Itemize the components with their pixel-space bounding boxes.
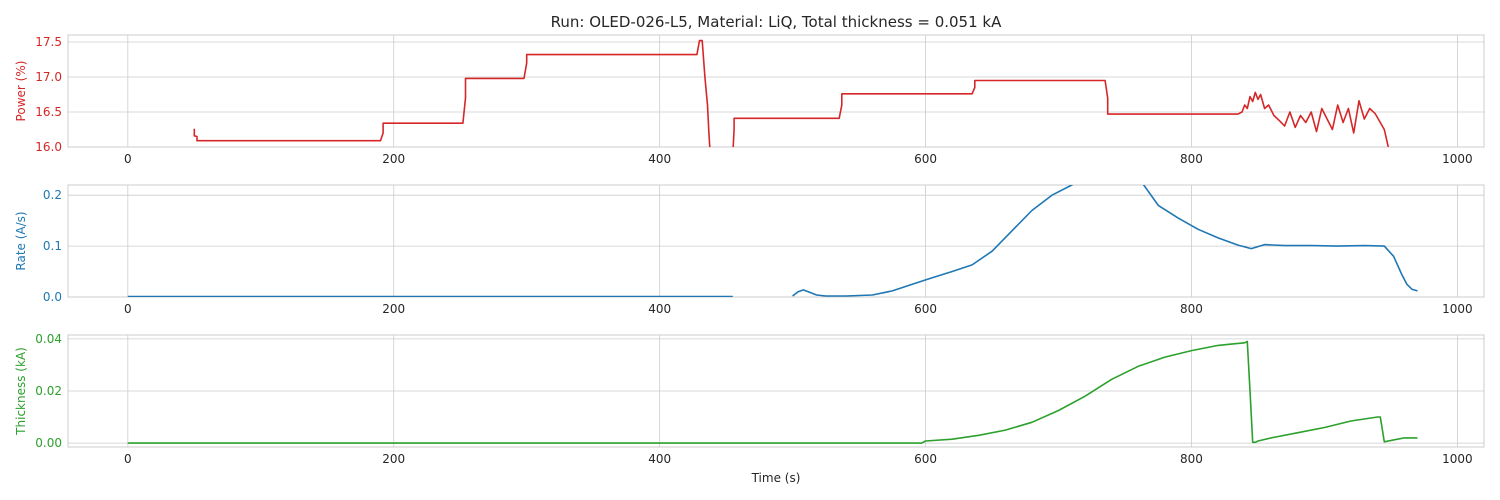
rate-y-tick-label: 0.2 xyxy=(43,188,62,202)
rate-y-tick-label: 0.1 xyxy=(43,239,62,253)
power-y-tick-label: 16.0 xyxy=(35,140,62,154)
thickness-x-tick-label: 1000 xyxy=(1442,452,1473,466)
thickness-x-tick-label: 0 xyxy=(124,452,132,466)
x-axis-label: Time (s) xyxy=(751,471,801,485)
rate-x-tick-label: 1000 xyxy=(1442,302,1473,316)
power-x-tick-label: 1000 xyxy=(1442,152,1473,166)
thickness-x-tick-label: 800 xyxy=(1180,452,1203,466)
thickness-y-tick-label: 0.04 xyxy=(35,332,62,346)
rate-panel: 0 200 400 600 800 1000 0.0 0.1 0.2 Rate (A/s) xyxy=(14,184,1485,316)
thickness-axes-frame xyxy=(67,334,1485,448)
thickness-x-tick-label: 600 xyxy=(914,452,937,466)
thickness-panel: 0 200 400 600 800 1000 0.00 0.02 0.04 Thickness (… xyxy=(14,332,1485,466)
rate-x-tick-label: 600 xyxy=(914,302,937,316)
power-y-axis-label: Power (%) xyxy=(14,61,28,122)
chart-title: Run: OLED-026-L5, Material: LiQ, Total t… xyxy=(551,13,1002,31)
rate-y-axis-label: Rate (A/s) xyxy=(14,211,28,270)
rate-x-tick-label: 200 xyxy=(382,302,405,316)
thickness-x-tick-label: 400 xyxy=(648,452,671,466)
rate-x-tick-label: 800 xyxy=(1180,302,1203,316)
power-panel: 0 200 400 600 800 1000 16.0 16.5 17.0 17.5 Power (… xyxy=(14,34,1485,166)
power-x-tick-label: 800 xyxy=(1180,152,1203,166)
power-x-tick-label: 200 xyxy=(382,152,405,166)
power-x-tick-label: 0 xyxy=(124,152,132,166)
rate-axes-frame xyxy=(67,184,1485,298)
power-x-tick-label: 400 xyxy=(648,152,671,166)
rate-x-tick-label: 400 xyxy=(648,302,671,316)
rate-series-line-2 xyxy=(792,185,1418,297)
rate-x-tick-label: 0 xyxy=(124,302,132,316)
thickness-x-tick-label: 200 xyxy=(382,452,405,466)
power-series-line-2 xyxy=(732,79,1390,147)
power-series-line-1 xyxy=(193,39,711,147)
thickness-y-tick-label: 0.00 xyxy=(35,436,62,450)
thickness-y-axis-label: Thickness (kA) xyxy=(14,347,28,436)
thickness-series-line-1 xyxy=(127,340,1418,444)
power-x-tick-label: 600 xyxy=(914,152,937,166)
thickness-y-tick-label: 0.02 xyxy=(35,384,62,398)
power-y-tick-label: 17.5 xyxy=(35,35,62,49)
power-axes-frame xyxy=(67,34,1485,148)
power-y-tick-label: 17.0 xyxy=(35,70,62,84)
rate-y-tick-label: 0.0 xyxy=(43,290,62,304)
power-y-tick-label: 16.5 xyxy=(35,105,62,119)
